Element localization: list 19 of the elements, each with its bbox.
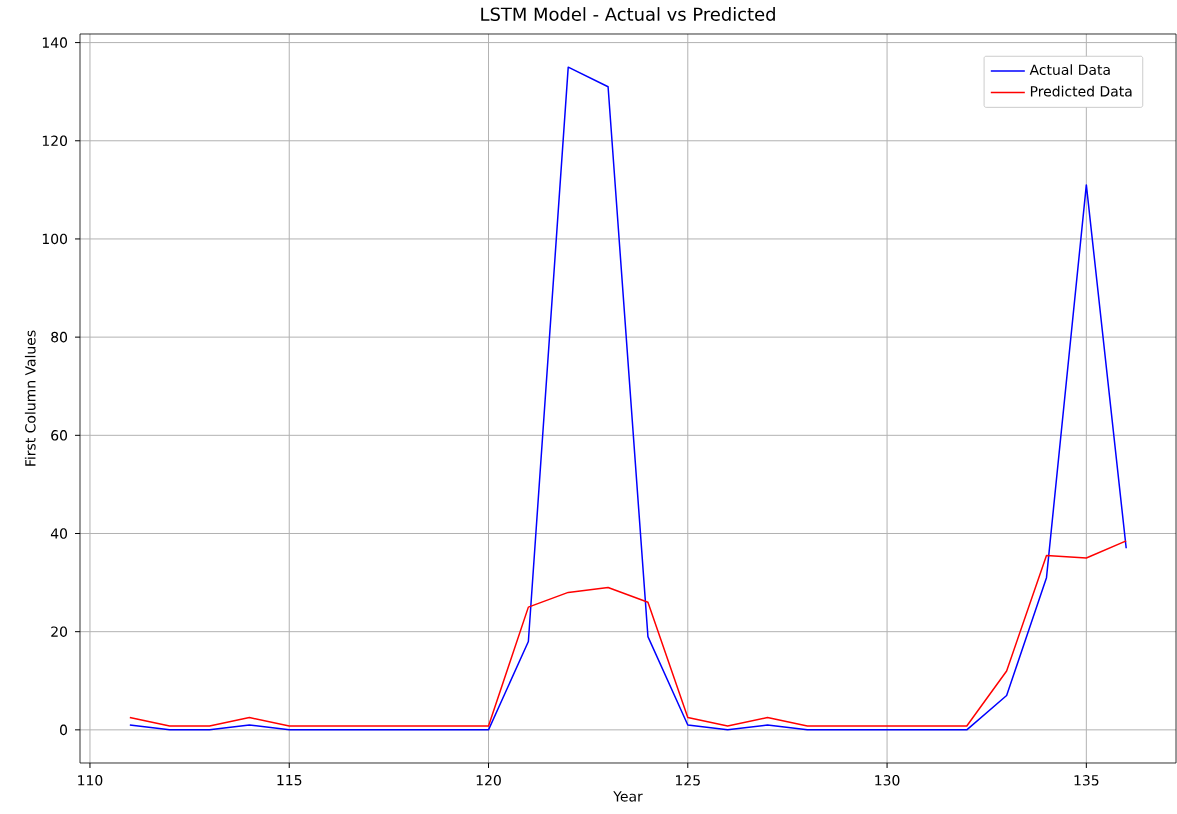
y-tick-label: 0 [60, 724, 68, 736]
y-tick-label: 20 [51, 626, 68, 637]
x-tick-label: 135 [1074, 775, 1099, 786]
x-tick-label: 125 [676, 775, 700, 786]
y-tick-label: 80 [51, 331, 68, 343]
y-tick-label: 120 [42, 135, 68, 147]
y-tick-label: 100 [42, 233, 68, 245]
legend-label: Predicted Data [1030, 85, 1132, 97]
x-axis-title: Year [613, 791, 643, 802]
y-axis-title: First Column Values [24, 330, 36, 466]
x-tick-label: 130 [875, 775, 900, 786]
x-tick-label: 110 [78, 775, 103, 786]
x-tick-label: 115 [277, 775, 302, 786]
y-tick-label: 60 [51, 430, 68, 441]
chart-title: LSTM Model - Actual vs Predicted [481, 7, 775, 21]
legend-label: Actual Data [1029, 64, 1110, 76]
y-tick-label: 40 [50, 528, 68, 539]
y-tick-label: 140 [42, 37, 68, 48]
x-tick-label: 120 [476, 775, 501, 786]
